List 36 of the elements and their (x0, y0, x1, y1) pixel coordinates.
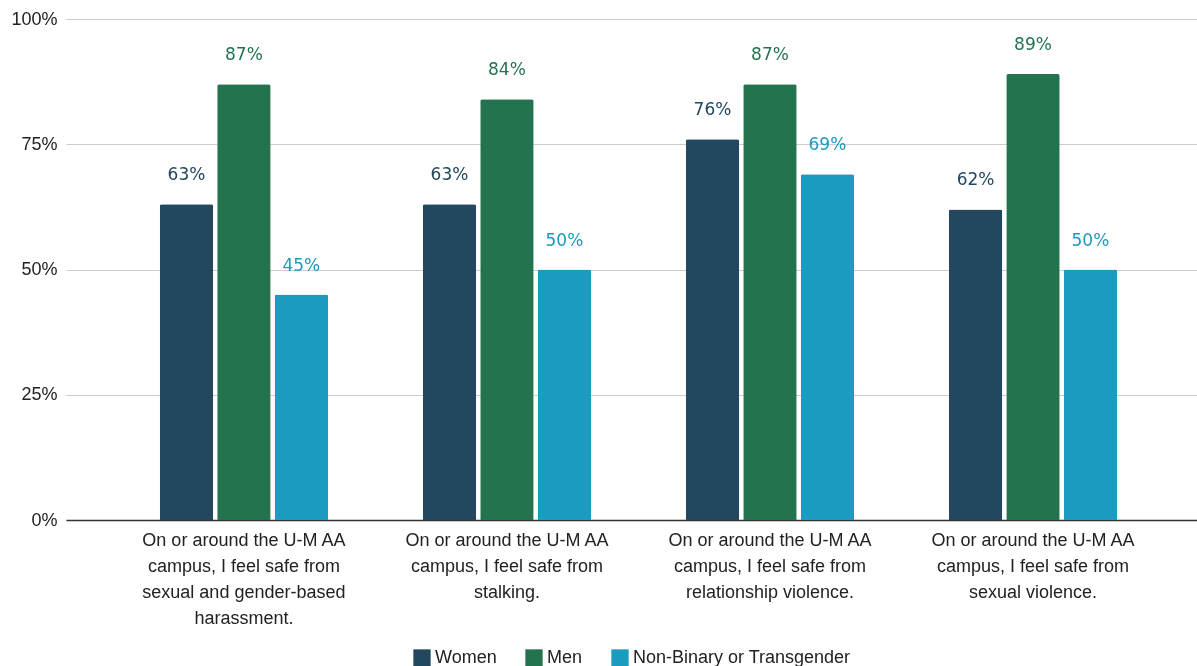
data-label: 69% (808, 134, 847, 155)
y-tick-label: 100% (11, 8, 58, 29)
data-label: 50% (1071, 229, 1110, 250)
data-label: 63% (167, 164, 206, 185)
bar (274, 294, 329, 520)
bar (685, 139, 740, 520)
x-tick-label: On or around the U-M AA campus, I feel safe from stalking. (405, 529, 609, 602)
data-label: 87% (751, 44, 789, 65)
legend-label: Women (435, 647, 497, 666)
bar (1063, 269, 1118, 520)
bar (217, 84, 271, 520)
x-tick-label: On or around the U-M AA campus, I feel safe from relationship violence. (668, 529, 872, 602)
data-label: 84% (488, 59, 526, 80)
data-label: 62% (956, 169, 995, 190)
y-tick-label: 25% (21, 384, 58, 405)
x-tick-label: On or around the U-M AA campus, I feel safe from sexual and gender-based harassment. (142, 529, 346, 628)
bar (537, 269, 592, 520)
bar (743, 84, 797, 520)
data-label: 63% (430, 164, 469, 185)
y-tick-label: 50% (21, 259, 58, 279)
y-tick-label: 0% (31, 509, 58, 530)
x-tick-label: On or around the U-M AA campus, I feel safe from sexual violence. (931, 529, 1135, 602)
data-label: 50% (545, 229, 584, 250)
data-label: 45% (282, 254, 321, 275)
legend-label: Men (547, 647, 583, 666)
bar (800, 174, 855, 520)
y-tick-label: 75% (21, 133, 58, 154)
bar (1006, 74, 1060, 520)
legend-label: Non-Binary or Transgender (633, 647, 851, 666)
bar (159, 204, 214, 520)
bar (422, 204, 477, 520)
data-label: 76% (693, 99, 732, 120)
bar (480, 99, 534, 520)
data-label: 89% (1014, 34, 1052, 55)
data-label: 87% (225, 44, 263, 65)
bar (948, 209, 1003, 520)
